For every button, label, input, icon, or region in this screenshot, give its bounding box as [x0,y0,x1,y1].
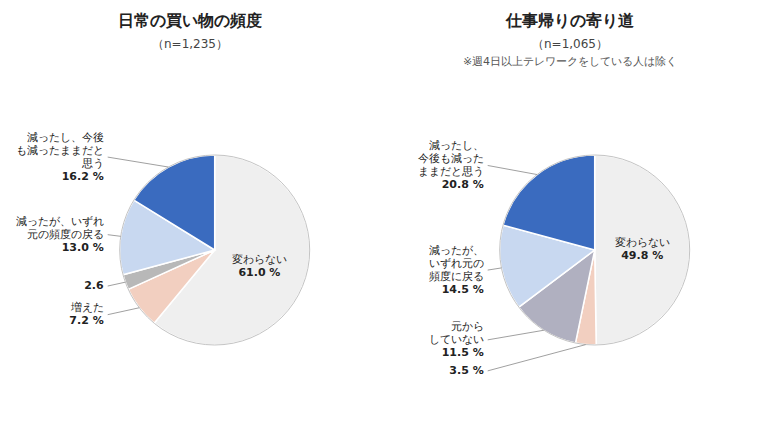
slices [500,155,690,345]
data-label: 20.8 % [442,178,484,191]
chart-title: 仕事帰りの寄り道 [505,11,635,30]
label-line: 頻度に戻る [429,270,484,283]
chart-panel: 仕事帰りの寄り道 （n=1,065） ※週4日以上テレワークをしている人は除く変わら… [418,11,690,377]
leader-line [488,165,537,174]
leader-line [108,282,126,286]
slice-category-label: 変わらない [615,236,670,249]
leader-line [108,235,121,237]
slice-category-label: 減ったし、今後も減ったままだと思う [16,131,104,170]
data-labels: 変わらない61.0 % 減ったし、今後も減ったままだと思う16.2 % 減ったが、い… [16,131,287,328]
chart-title: 日常の買い物の頻度 [118,11,262,30]
slice-category-label: 減ったが、いずれ元の頻度に戻る [429,244,484,283]
data-labels: 変わらない49.8 % 減ったし、今後も減ったままだと思う20.8 % 減ったが、い… [418,139,670,377]
label-line: 減ったし、今後 [27,131,104,144]
chart-panel: 日常の買い物の頻度 （n=1,235） 変わらない61.0 % 減ったし、今後も減った… [16,11,310,345]
leader-line [488,330,544,340]
label-line: 変わらない [615,236,670,249]
pie-slice [503,155,595,250]
label-line: 思う [81,157,104,170]
chart-root: 日常の買い物の頻度（n=1,235）変わらない61.0 %減ったし、今後も減った… [0,0,760,434]
data-label: 11.5 % [442,346,484,359]
slice-category-label: 減ったし、今後も減ったままだと思う [418,139,484,178]
slice-category-label: 減ったが、いずれ元の頻度の戻る [16,215,104,241]
pie-slice [134,155,215,250]
data-label: 3.5 % [449,364,483,377]
data-label: 7.2 % [69,314,103,327]
label-line: 変わらない [232,253,287,266]
leader-line [488,345,586,371]
label-line: 減ったが、いずれ [16,215,104,228]
pie-slice [595,155,690,345]
data-label: 2.6 [84,279,104,292]
slices [120,155,310,345]
slice-category-label: 変わらない [232,253,287,266]
label-line: 元の頻度の戻る [27,228,104,241]
annotation: ※週4日以上テレワークをしている人は除く [463,55,677,68]
leader-line [108,157,169,167]
leader-line [108,308,140,315]
label-line: していない [429,333,484,346]
slice-category-label: 元からしていない [429,320,484,346]
label-line: いずれ元の [429,257,484,270]
data-label: 13.0 % [62,241,104,254]
pie-outline [500,155,690,345]
label-line: 減ったし、 [429,139,484,152]
chart-subtitle: （n=1,235） [152,37,228,51]
label-line: も減ったままだと [16,144,104,157]
label-line: 増えた [70,301,104,314]
slice-category-label: 増えた [70,301,104,314]
data-label: 16.2 % [62,170,104,183]
label-line: 今後も減った [418,152,484,165]
label-line: ままだと思う [418,165,484,178]
leader-line [488,268,502,270]
label-line: 元から [451,320,484,333]
data-label: 61.0 % [238,266,280,279]
pie-outline [120,155,310,345]
data-label: 49.8 % [621,249,663,262]
label-line: 減ったが、 [429,244,484,257]
chart-subtitle: （n=1,065） [532,37,608,51]
data-label: 14.5 % [442,283,484,296]
